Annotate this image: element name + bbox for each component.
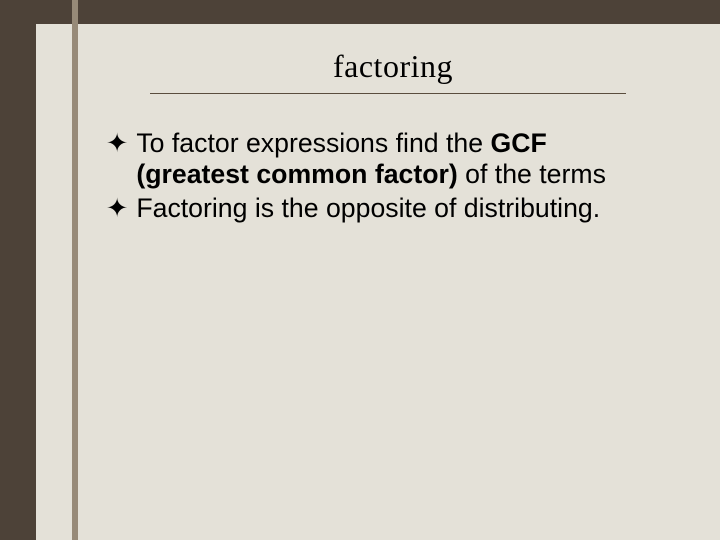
body-area: ✦ To factor expressions find the GCF (gre… xyxy=(36,100,720,224)
bullet-icon: ✦ xyxy=(106,193,128,224)
text-run: Factoring is the opposite of distributin… xyxy=(136,193,600,223)
bullet-icon: ✦ xyxy=(106,128,128,159)
slide: factoring ✦ To factor expressions find th… xyxy=(0,0,720,540)
bullet-item: ✦ Factoring is the opposite of distributi… xyxy=(106,193,650,224)
accent-stripe xyxy=(72,0,78,540)
bullet-item: ✦ To factor expressions find the GCF (gre… xyxy=(106,128,650,189)
bullet-text: To factor expressions find the GCF (grea… xyxy=(136,128,650,189)
title-underline xyxy=(150,93,626,94)
slide-title: factoring xyxy=(333,48,453,84)
bullet-text: Factoring is the opposite of distributin… xyxy=(136,193,600,224)
text-run: of the terms xyxy=(458,159,606,189)
title-area: factoring xyxy=(36,24,720,100)
text-run: To factor expressions find the xyxy=(136,128,490,158)
